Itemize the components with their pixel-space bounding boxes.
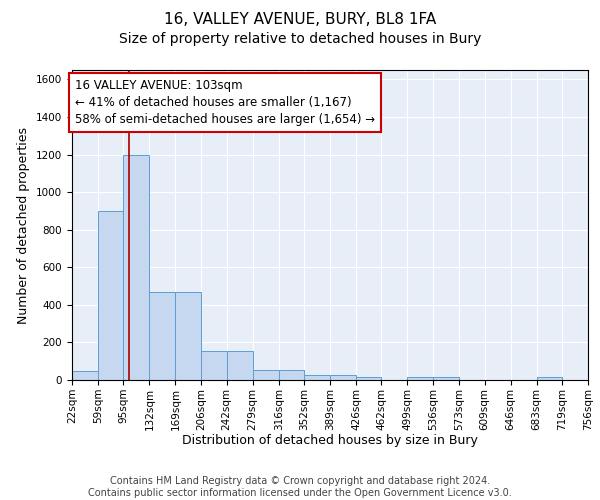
Bar bbox=[98, 211, 124, 380]
Bar bbox=[175, 292, 202, 380]
Bar bbox=[253, 370, 278, 380]
Bar bbox=[124, 154, 149, 380]
Text: 16, VALLEY AVENUE, BURY, BL8 1FA: 16, VALLEY AVENUE, BURY, BL8 1FA bbox=[164, 12, 436, 28]
Bar bbox=[149, 292, 175, 380]
Text: Contains HM Land Registry data © Crown copyright and database right 2024.
Contai: Contains HM Land Registry data © Crown c… bbox=[88, 476, 512, 498]
Bar bbox=[407, 376, 433, 380]
Bar bbox=[278, 370, 304, 380]
X-axis label: Distribution of detached houses by size in Bury: Distribution of detached houses by size … bbox=[182, 434, 478, 447]
Bar bbox=[202, 351, 227, 380]
Bar bbox=[433, 376, 460, 380]
Bar bbox=[330, 376, 356, 380]
Text: Size of property relative to detached houses in Bury: Size of property relative to detached ho… bbox=[119, 32, 481, 46]
Bar bbox=[304, 376, 330, 380]
Text: 16 VALLEY AVENUE: 103sqm
← 41% of detached houses are smaller (1,167)
58% of sem: 16 VALLEY AVENUE: 103sqm ← 41% of detach… bbox=[75, 80, 375, 126]
Y-axis label: Number of detached properties: Number of detached properties bbox=[17, 126, 31, 324]
Bar bbox=[536, 376, 562, 380]
Bar bbox=[227, 351, 253, 380]
Bar bbox=[356, 376, 382, 380]
Bar bbox=[72, 370, 98, 380]
